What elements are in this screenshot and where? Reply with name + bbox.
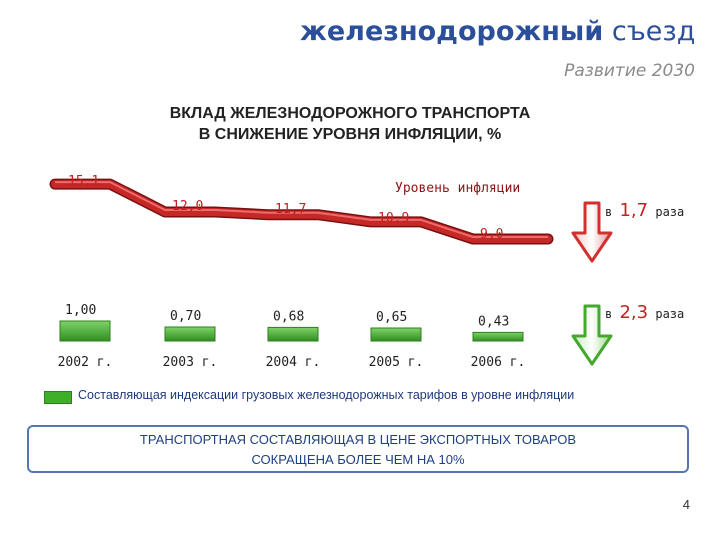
legend-tariff-label: Составляющая индексации грузовых железно… [78,388,575,402]
red-down-arrow-icon [571,201,613,263]
reduction-factor-suffix: раза [655,205,685,219]
brand-title-bold: железнодорожный [300,16,604,47]
year-tick-label: 2005 г. [369,355,424,370]
reduction-factor-suffix: раза [655,307,685,321]
reduction-factor-tariff: в 2,3 раза [605,302,684,323]
inflation-series-label: Уровень инфляции [395,181,520,196]
reduction-factor-prefix: в [605,307,613,321]
year-tick-label: 2006 г. [471,355,526,370]
inflation-value-label: 15,1 [68,174,99,189]
slide-title-line-1: ВКЛАД ЖЕЛЕЗНОДОРОЖНОГО ТРАНСПОРТА [169,105,531,122]
inflation-line-highlight [55,181,548,238]
inflation-value-label: 9,0 [480,227,503,242]
summary-box: ТРАНСПОРТНАЯ СОСТАВЛЯЮЩАЯ В ЦЕНЕ ЭКСПОРТ… [27,425,689,473]
reduction-factor-value: 2,3 [619,302,649,323]
tariff-value-label: 0,68 [273,309,304,324]
tariff-value-label: 0,65 [376,310,407,325]
inflation-value-label: 11,7 [275,202,306,217]
page-number: 4 [682,497,690,512]
reduction-factor-prefix: в [605,205,613,219]
tariff-value-label: 1,00 [65,303,96,318]
inflation-value-label: 12,0 [172,199,203,214]
summary-line-1: ТРАНСПОРТНАЯ СОСТАВЛЯЮЩАЯ В ЦЕНЕ ЭКСПОРТ… [139,432,577,447]
tariff-bar [370,327,422,342]
tariff-bar [59,320,111,342]
tariff-bar [164,326,216,342]
tariff-value-label: 0,70 [170,309,201,324]
summary-line-2: СОКРАЩЕНА БОЛЕЕ ЧЕМ НА 10% [251,452,465,467]
year-tick-label: 2003 г. [163,355,218,370]
tariff-value-label: 0,43 [478,314,509,329]
reduction-factor-value: 1,7 [619,200,649,221]
brand-title-rest: съезд [611,16,696,47]
inflation-value-label: 10,9 [378,211,409,226]
tariff-bar [267,326,319,342]
year-tick-label: 2002 г. [58,355,113,370]
brand-title: железнодорожный съезд [300,16,695,47]
year-tick-label: 2004 г. [266,355,321,370]
legend-tariff-swatch [44,391,72,404]
slide-title-line-2: В СНИЖЕНИЕ УРОВНЯ ИНФЛЯЦИИ, % [198,126,502,143]
green-down-arrow-icon [571,304,613,366]
reduction-factor-inflation: в 1,7 раза [605,200,684,221]
slide-title: ВКЛАД ЖЕЛЕЗНОДОРОЖНОГО ТРАНСПОРТА В СНИЖ… [80,103,620,145]
brand-subtitle: Развитие 2030 [564,61,695,81]
inflation-line [51,180,552,243]
tariff-bar [472,331,524,342]
